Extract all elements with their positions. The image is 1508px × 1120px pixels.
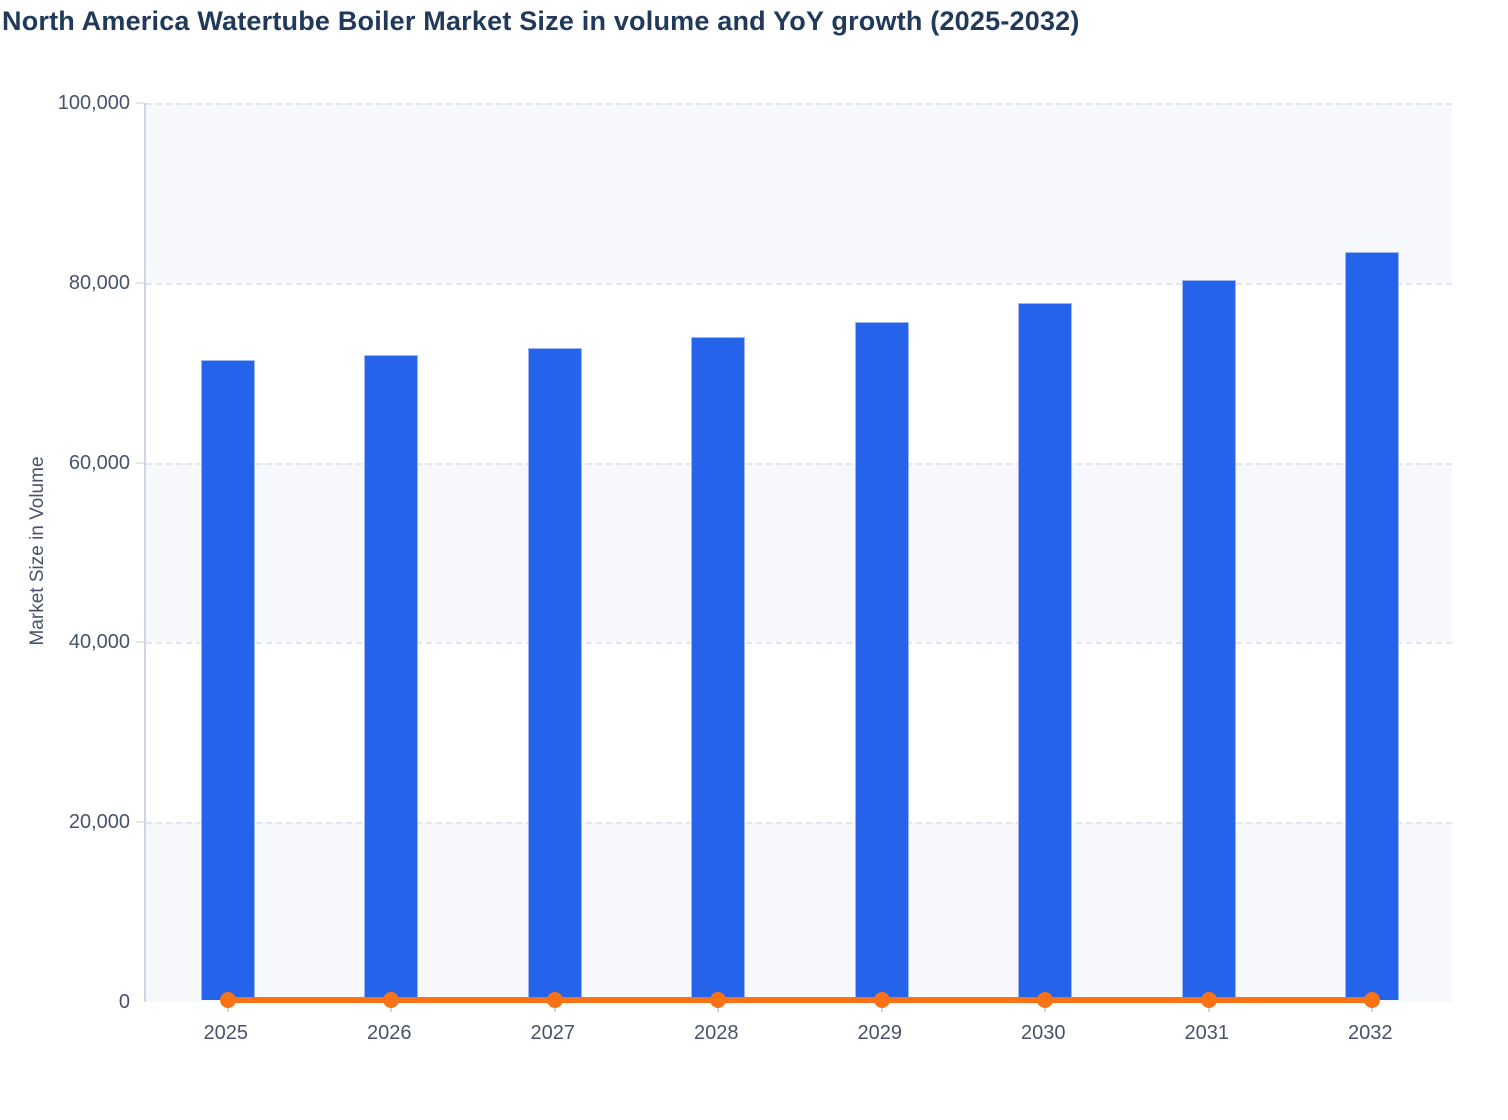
plot-band — [146, 642, 1452, 822]
bar-2025[interactable] — [200, 359, 255, 1000]
x-tick-label: 2026 — [367, 1022, 412, 1044]
y-axis-tick — [136, 281, 144, 284]
bar-2028[interactable] — [691, 336, 746, 1000]
yoy-marker-2026[interactable] — [383, 992, 400, 1008]
y-axis-tick — [136, 821, 144, 824]
yoy-marker-2031[interactable] — [1200, 992, 1217, 1008]
y-tick-label: 100,000 — [57, 92, 130, 114]
bar-2031[interactable] — [1181, 279, 1236, 1000]
x-tick-label: 2027 — [530, 1022, 576, 1044]
y-tick-label: 60,000 — [68, 451, 130, 474]
y-tick-label: 0 — [118, 991, 130, 1013]
plot-band — [146, 462, 1452, 643]
gridline — [146, 642, 1452, 645]
plot-area — [136, 102, 1452, 1012]
gridline — [146, 282, 1452, 285]
y-axis-tick — [136, 102, 144, 104]
y-axis-tick — [136, 461, 144, 464]
bar-2032[interactable] — [1345, 252, 1400, 1000]
yoy-marker-2030[interactable] — [1037, 992, 1054, 1008]
yoy-marker-2025[interactable] — [219, 992, 236, 1008]
yoy-marker-2029[interactable] — [873, 992, 890, 1008]
plot-band — [146, 103, 1452, 283]
yoy-marker-2027[interactable] — [546, 992, 563, 1008]
x-tick-label: 2029 — [857, 1022, 903, 1044]
x-tick-label: 2030 — [1021, 1022, 1066, 1044]
yoy-marker-2032[interactable] — [1364, 992, 1381, 1008]
bar-2027[interactable] — [527, 348, 582, 1000]
plot-band — [146, 283, 1452, 463]
x-tick-label: 2032 — [1348, 1022, 1393, 1044]
yoy-marker-2028[interactable] — [710, 992, 727, 1008]
y-axis-tick — [136, 641, 144, 644]
plot-band — [146, 822, 1452, 1002]
gridline — [146, 822, 1452, 825]
y-axis-title: Market Size in Volume — [27, 456, 48, 646]
gridline — [146, 103, 1452, 105]
x-tick-label: 2028 — [694, 1022, 739, 1044]
y-tick-label: 20,000 — [68, 811, 130, 834]
bar-2026[interactable] — [364, 355, 419, 1000]
bar-2030[interactable] — [1018, 303, 1073, 1000]
x-tick-label: 2025 — [203, 1022, 249, 1044]
chart-title: North America Watertube Boiler Market Si… — [2, 6, 1080, 36]
gridline — [146, 462, 1452, 465]
bar-2029[interactable] — [854, 322, 909, 1000]
y-tick-label: 40,000 — [68, 631, 130, 654]
x-tick-label: 2031 — [1184, 1022, 1230, 1044]
y-tick-label: 80,000 — [68, 271, 130, 294]
